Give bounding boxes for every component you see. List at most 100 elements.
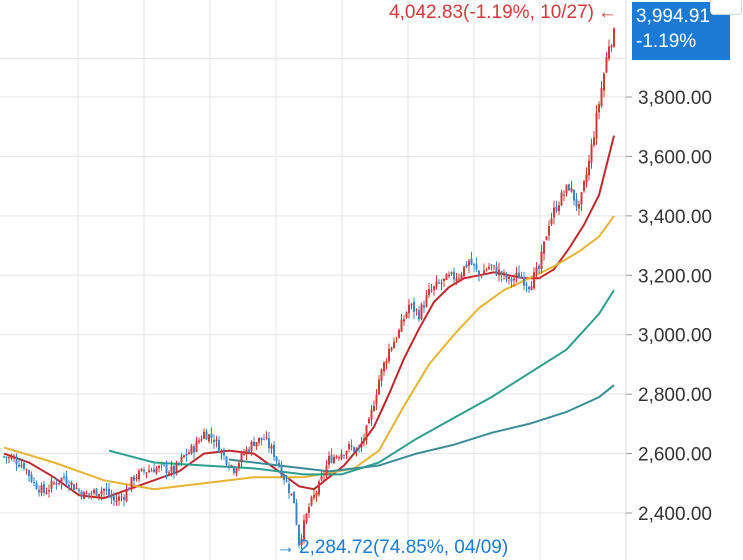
candle-body <box>488 266 490 269</box>
candle-body <box>513 278 515 281</box>
candle-body <box>498 269 500 276</box>
candle-body <box>118 496 120 501</box>
candle-body <box>245 449 248 455</box>
candle-body <box>418 310 420 320</box>
candle-body <box>463 266 465 277</box>
candle-body <box>318 481 320 495</box>
candle-body <box>338 457 340 459</box>
candle-body <box>333 456 335 464</box>
candle-body <box>35 483 38 490</box>
candle-body <box>425 295 428 307</box>
candle-body <box>140 468 143 471</box>
candle-body <box>428 288 430 296</box>
y-tick-label: 3,200.00 <box>638 266 712 287</box>
candle-body <box>203 431 205 439</box>
candle-body <box>523 277 525 286</box>
candle-body <box>595 112 598 139</box>
candle-body <box>605 57 608 73</box>
candle-body <box>485 269 488 271</box>
candle-body <box>508 276 510 280</box>
candle-body <box>40 485 43 494</box>
candle-body <box>298 524 300 546</box>
candle-body <box>20 464 23 467</box>
candle-body <box>598 104 600 113</box>
candle-body <box>28 470 30 476</box>
candle-body <box>308 507 310 513</box>
candle-body <box>405 312 408 318</box>
y-tick-label: 2,600.00 <box>638 445 712 466</box>
candle-body <box>320 476 323 480</box>
candle-body <box>530 286 533 290</box>
candle-body <box>585 174 588 183</box>
candle-body <box>78 489 80 491</box>
candle-body <box>343 455 345 457</box>
candle-body <box>55 483 58 485</box>
candle-body <box>195 440 198 452</box>
candle-body <box>398 329 400 338</box>
moving-average-line <box>108 289 615 476</box>
current-price-badge: 3,994.91 -1.19% <box>632 2 730 60</box>
candle-body <box>613 28 615 47</box>
candle-body <box>183 455 185 458</box>
candle-body <box>380 369 383 382</box>
candle-body <box>10 457 13 459</box>
candle-body <box>143 469 145 472</box>
candle-body <box>205 431 208 440</box>
candle-body <box>413 301 415 313</box>
candle-body <box>573 189 575 201</box>
candle-body <box>263 439 265 441</box>
candle-body <box>503 272 505 274</box>
candles <box>3 27 615 550</box>
candle-body <box>235 468 238 474</box>
candle-body <box>415 309 418 311</box>
candle-body <box>560 192 563 206</box>
candle-body <box>185 453 188 456</box>
candle-body <box>258 437 260 443</box>
y-axis-ticks: 2,400.00 2,600.00 2,800.00 3,000.00 3,200.00… <box>626 88 712 525</box>
y-tick-label: 3,600.00 <box>638 147 712 168</box>
candle-body <box>165 464 168 474</box>
candle-body <box>103 488 105 491</box>
candle-body <box>180 456 183 463</box>
candle-body <box>610 45 613 48</box>
candle-body <box>535 267 538 273</box>
candle-body <box>600 88 603 106</box>
candle-body <box>473 263 475 266</box>
candle-body <box>58 482 60 484</box>
candle-body <box>255 442 258 447</box>
candle-body <box>280 464 283 477</box>
moving-average-lines <box>3 135 615 500</box>
high-arrow-icon: ← <box>598 2 617 23</box>
candle-body <box>190 445 193 454</box>
high-annotation: 4,042.83(-1.19%, 10/27) ← <box>389 2 617 23</box>
candle-body <box>345 450 348 456</box>
candle-body <box>465 264 468 267</box>
candle-body <box>295 502 298 525</box>
candle-body <box>285 480 288 482</box>
candle-body <box>233 466 235 473</box>
candle-body <box>50 481 53 489</box>
candle-body <box>450 272 453 274</box>
candle-body <box>288 483 290 494</box>
candle-body <box>458 278 460 280</box>
candle-body <box>83 492 85 499</box>
candle-body <box>335 456 338 458</box>
candle-body <box>433 286 435 290</box>
candle-body <box>95 488 98 496</box>
candle-body <box>85 493 88 495</box>
candle-body <box>13 457 15 459</box>
candle-body <box>543 241 545 254</box>
candle-body <box>588 160 590 176</box>
candle-body <box>68 484 70 487</box>
candle-body <box>525 283 528 286</box>
candle-body <box>495 266 498 276</box>
moving-average-line <box>3 215 615 491</box>
candle-body <box>213 439 215 443</box>
candle-body <box>228 465 230 468</box>
candle-body <box>383 362 385 372</box>
candle-body <box>215 439 218 442</box>
candle-body <box>200 439 203 441</box>
candle-body <box>303 520 305 540</box>
candle-body <box>120 496 123 498</box>
low-annotation: → 2,284.72(74.85%, 04/09) <box>276 537 508 558</box>
